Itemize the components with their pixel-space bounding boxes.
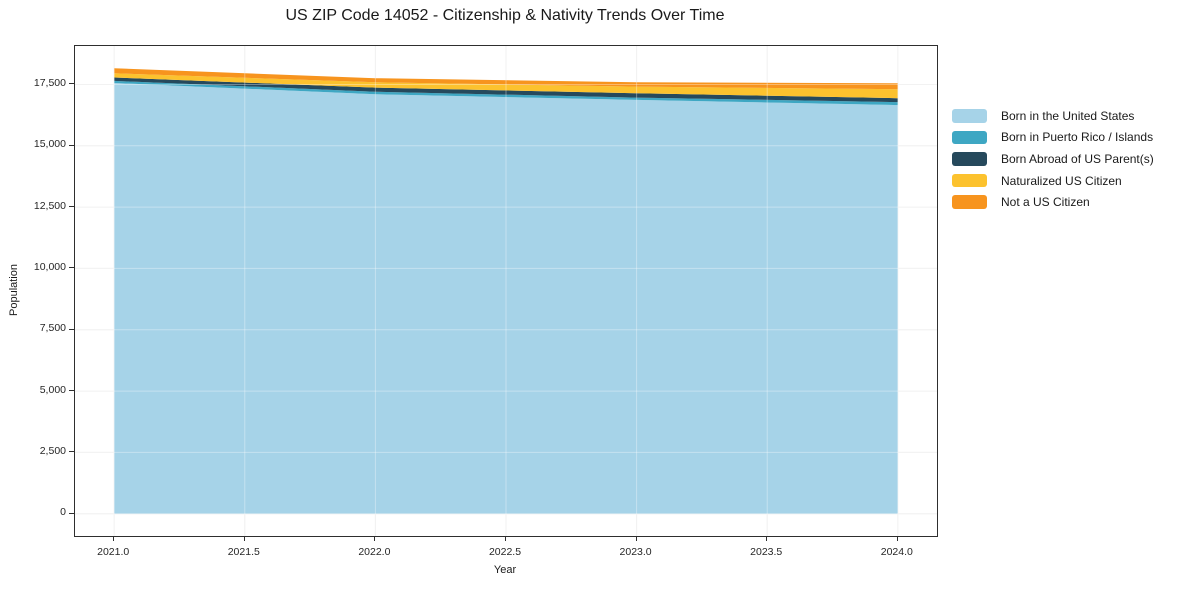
legend-label: Not a US Citizen (1001, 195, 1090, 210)
y-tick-mark (69, 451, 74, 453)
x-tick-label: 2024.0 (880, 546, 913, 558)
legend-item: Born in Puerto Rico / Islands (952, 127, 1154, 149)
area-series-4 (114, 68, 898, 90)
legend-item: Not a US Citizen (952, 191, 1154, 213)
x-tick-mark (505, 536, 506, 541)
x-tick-label: 2021.5 (227, 546, 260, 558)
y-tick-label: 5,000 (39, 383, 66, 396)
x-tick-label: 2022.0 (358, 546, 391, 558)
y-tick-mark (69, 512, 74, 514)
x-tick-mark (113, 536, 115, 541)
y-tick-mark (69, 390, 74, 392)
legend-label: Born in Puerto Rico / Islands (1001, 130, 1154, 145)
legend-swatch (952, 195, 987, 209)
legend-item: Naturalized US Citizen (952, 170, 1154, 192)
area-series-1 (114, 80, 898, 106)
y-axis-label: Population (8, 264, 20, 316)
y-tick-mark (69, 206, 74, 208)
y-tick-mark (69, 144, 74, 146)
y-tick-label: 7,500 (39, 322, 66, 335)
legend-label: Born in the United States (1001, 108, 1135, 123)
x-tick-label: 2023.0 (619, 546, 652, 558)
y-tick-mark (69, 267, 74, 269)
plot-area (74, 45, 938, 537)
legend-swatch (952, 152, 987, 166)
area-series-0 (114, 82, 898, 514)
y-tick-label: 10,000 (33, 260, 66, 273)
legend-item: Born in the United States (952, 105, 1154, 127)
x-axis-label: Year (493, 564, 517, 576)
y-tick-mark (69, 328, 74, 330)
chart-title: US ZIP Code 14052 - Citizenship & Nativi… (285, 7, 725, 24)
y-tick-label: 0 (60, 506, 66, 519)
area-series-3 (114, 73, 898, 99)
stacked-area-svg (75, 46, 937, 536)
area-series-2 (114, 77, 898, 103)
y-tick-label: 12,500 (33, 199, 66, 212)
legend-swatch (952, 109, 987, 123)
y-tick-label: 17,500 (33, 76, 66, 89)
legend-swatch (952, 130, 987, 145)
y-tick-label: 2,500 (39, 444, 66, 457)
x-tick-mark (896, 536, 898, 541)
x-tick-label: 2022.5 (488, 546, 522, 558)
x-tick-mark (766, 536, 768, 541)
x-tick-label: 2021.0 (97, 546, 130, 558)
legend-label: Naturalized US Citizen (1001, 173, 1122, 188)
x-tick-mark (243, 536, 245, 541)
x-tick-mark (374, 536, 376, 541)
legend-label: Born Abroad of US Parent(s) (1001, 151, 1154, 166)
y-tick-label: 15,000 (33, 138, 66, 151)
legend-swatch (952, 173, 987, 188)
y-tick-mark (69, 83, 74, 85)
x-tick-mark (635, 536, 637, 541)
x-tick-label: 2023.5 (750, 546, 783, 558)
legend-item: Born Abroad of US Parent(s) (952, 148, 1154, 170)
legend: Born in the United States Born in Puerto … (952, 105, 1154, 213)
